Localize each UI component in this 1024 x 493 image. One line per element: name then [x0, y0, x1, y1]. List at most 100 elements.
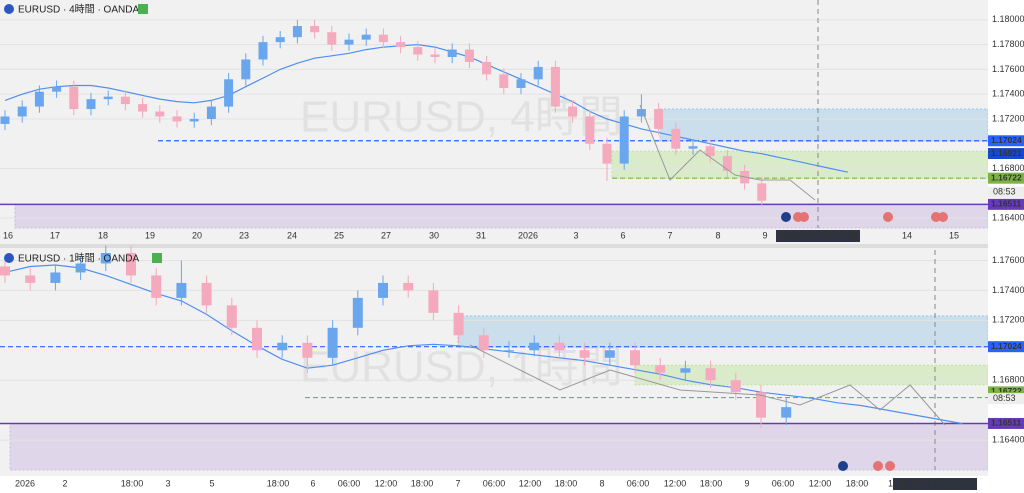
- countdown-bg: [988, 393, 1024, 405]
- candle-body: [781, 407, 792, 418]
- candle-body: [34, 91, 44, 107]
- axis-layer: 1.18000 1.17800 1.17600 1.17400 1.17200 1.168…: [988, 14, 1024, 444]
- candle-body: [69, 86, 79, 110]
- chart-title: EURUSD · 1時間 · OANDA: [18, 253, 139, 265]
- plot-layer: [0, 0, 989, 471]
- price-label-bg: [988, 341, 1024, 353]
- candle-body: [705, 146, 715, 157]
- candle-body: [602, 143, 612, 164]
- flag-icon: [152, 253, 162, 263]
- price-label-bg: [988, 148, 1024, 160]
- x-tick-label: 06:00: [772, 478, 795, 488]
- x-tick-label: 18:00: [411, 478, 434, 488]
- x-tick-label: 12:00: [519, 478, 542, 488]
- x-tick-label: 19: [145, 230, 155, 240]
- y-tick-label: 1.18000: [992, 14, 1024, 24]
- x-tick-label: 5: [209, 478, 214, 488]
- candle-body: [201, 282, 212, 306]
- x-tick-label: 06:00: [627, 478, 650, 488]
- x-tick-label: 8: [715, 230, 720, 240]
- zone: [9, 422, 989, 471]
- candle-body: [636, 109, 646, 117]
- candle-body: [277, 342, 288, 351]
- y-tick-label: 1.17400: [992, 285, 1024, 295]
- panel-background: [0, 248, 988, 476]
- candle-body: [655, 365, 666, 373]
- x-tick-label: 24: [287, 230, 297, 240]
- y-tick-label: 1.16400: [992, 212, 1024, 222]
- x-tick-label: 23: [239, 230, 249, 240]
- candle-body: [52, 86, 62, 92]
- candle-body: [550, 66, 560, 107]
- candle-body: [0, 116, 10, 124]
- candle-body: [396, 42, 406, 48]
- candle-body: [310, 26, 320, 33]
- x-tick-label: 18:00: [700, 478, 723, 488]
- x-tick-label: 2026: [15, 478, 35, 488]
- candle-body: [403, 282, 414, 291]
- zone: [611, 150, 989, 179]
- x-tick-label: 7: [667, 230, 672, 240]
- x-tick-label: 16: [3, 230, 13, 240]
- price-label: 1.16511: [991, 199, 1022, 209]
- x-tick-label: 14: [902, 230, 912, 240]
- x-tick-label: 20: [192, 230, 202, 240]
- countdown: 08:53: [993, 187, 1016, 197]
- y-tick-label: 1.17200: [992, 113, 1024, 123]
- candle-body: [499, 74, 509, 88]
- candle-body: [680, 368, 691, 373]
- zone: [457, 315, 989, 348]
- candle-body: [126, 252, 136, 276]
- candle-body: [464, 49, 474, 62]
- candle-body: [705, 368, 716, 381]
- x-tick-label: 3: [573, 230, 578, 240]
- candle-body: [176, 282, 187, 298]
- candle-body: [17, 106, 27, 117]
- x-tick-label: 9: [762, 230, 767, 240]
- candle-body: [378, 34, 388, 43]
- candle-body: [120, 96, 130, 105]
- x-tick-label: 6: [310, 478, 315, 488]
- candle-body: [258, 42, 268, 60]
- x-tick-label: 2026: [518, 230, 538, 240]
- candle-body: [453, 312, 464, 336]
- x-tick-label: 12:00: [375, 478, 398, 488]
- candle-body: [327, 32, 337, 45]
- y-tick-label: 1.16800: [992, 375, 1024, 385]
- candle-body: [189, 118, 199, 122]
- price-label: 1.16722: [991, 172, 1022, 182]
- price-label: 1.16921: [991, 148, 1022, 158]
- candle-body: [138, 104, 148, 112]
- zone: [14, 203, 989, 229]
- candle-body: [302, 342, 313, 358]
- candle-body: [447, 49, 457, 57]
- price-label-bg: [988, 417, 1024, 429]
- x-tick-label: 6: [620, 230, 625, 240]
- candle-body: [730, 380, 741, 393]
- panel-background: [0, 0, 988, 244]
- x-tick-label: 27: [381, 230, 391, 240]
- candle-body: [378, 282, 388, 298]
- candle-body: [533, 66, 543, 80]
- x-tick-label: 18:00: [846, 478, 869, 488]
- y-tick-label: 1.16800: [992, 163, 1024, 173]
- x-tick-label: 8: [599, 478, 604, 488]
- x-tick-label: 9: [744, 478, 749, 488]
- x-tick-label: 3: [165, 478, 170, 488]
- x-tick-label: 06:00: [483, 478, 506, 488]
- candle-body: [86, 99, 96, 110]
- symbol-icon: [4, 4, 14, 14]
- countdown: 08:53: [993, 393, 1016, 403]
- watermark: EURUSD, 1時間: [300, 343, 623, 392]
- zone: [659, 108, 989, 142]
- price-label: 1.17024: [991, 341, 1022, 351]
- candle-body: [327, 327, 338, 358]
- candle-body: [103, 96, 113, 100]
- candle-body: [504, 350, 514, 352]
- price-label-bg: [988, 135, 1024, 147]
- event-icons: [781, 212, 948, 471]
- candle-body: [671, 128, 681, 149]
- x-tick-label: 17: [50, 230, 60, 240]
- chart-title: EURUSD · 4時間 · OANDA: [18, 4, 139, 16]
